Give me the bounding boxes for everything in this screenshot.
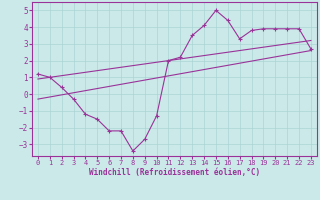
X-axis label: Windchill (Refroidissement éolien,°C): Windchill (Refroidissement éolien,°C) xyxy=(89,168,260,177)
